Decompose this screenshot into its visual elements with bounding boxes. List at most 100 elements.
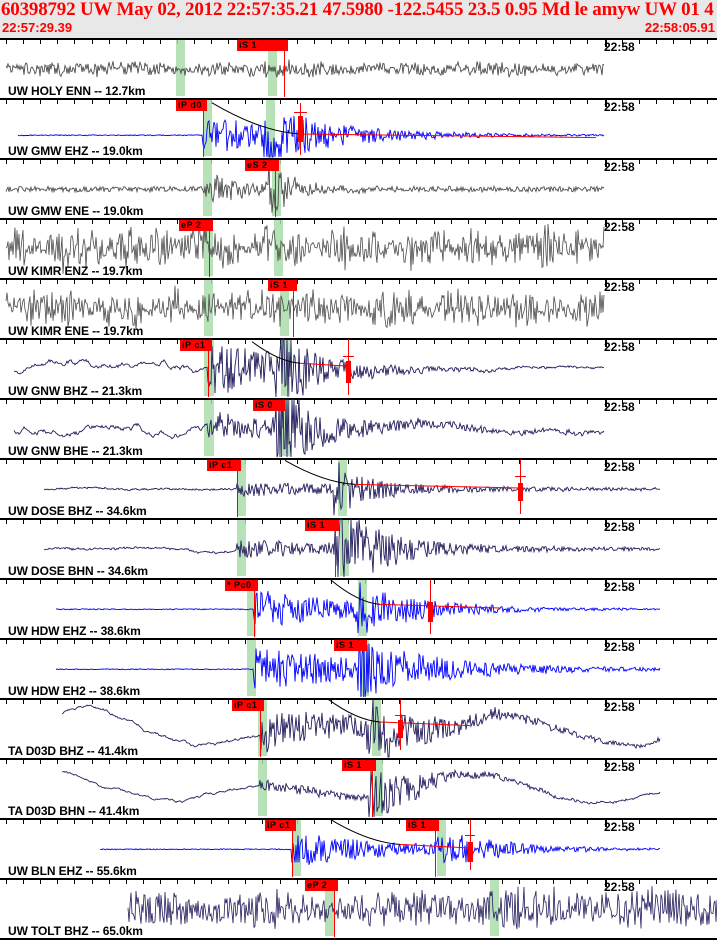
phase-pick-line[interactable] <box>293 280 294 337</box>
axis-tick-minor <box>707 40 708 44</box>
phase-pick-line[interactable] <box>254 580 255 637</box>
axis-tick-minor <box>228 160 229 164</box>
trace-label[interactable]: UW KIMR ENZ -- 19.7km <box>8 264 143 278</box>
phase-pick-line[interactable] <box>209 220 210 277</box>
trace-label[interactable]: UW GNW BHE -- 21.3km <box>8 444 143 458</box>
amplitude-marker-bar[interactable] <box>298 116 303 142</box>
trace-label[interactable]: UW GMW ENE -- 19.0km <box>8 204 144 218</box>
trace-panel[interactable]: 22:58 iP c1 UW GNW BHZ -- 21.3km <box>0 338 717 398</box>
axis-tick-minor <box>622 340 623 344</box>
axis-tick-minor <box>639 880 640 884</box>
phase-pick-line[interactable] <box>281 400 282 457</box>
trace-panel[interactable]: 22:58 eP 2 UW KIMR ENZ -- 19.7km <box>0 218 717 278</box>
trace-label[interactable]: TA D03D BHZ -- 41.4km <box>8 744 138 758</box>
time-axis-ticks <box>0 458 717 467</box>
trace-label[interactable]: UW GNW BHZ -- 21.3km <box>8 384 143 398</box>
panel-top-rule <box>0 98 717 100</box>
phase-pick-line[interactable] <box>335 520 336 577</box>
axis-tick-minor <box>280 700 281 704</box>
phase-pick-line[interactable] <box>260 700 261 757</box>
axis-tick-minor <box>23 220 24 224</box>
phase-pick-label[interactable]: iS 1 <box>268 280 297 291</box>
phase-pick-line[interactable] <box>363 640 364 697</box>
phase-pick-line[interactable] <box>237 460 238 517</box>
trace-label[interactable]: UW GMW EHZ -- 19.0km <box>8 144 143 158</box>
axis-tick-minor <box>399 40 400 44</box>
phase-pick-label[interactable]: iS 1 <box>342 760 376 771</box>
phase-pick-label[interactable]: eP 2 <box>305 880 338 891</box>
trace-panel[interactable]: 22:58 iS 1 UW DOSE BHN -- 34.6km <box>0 518 717 578</box>
amplitude-marker-bar[interactable] <box>428 602 433 622</box>
trace-panel[interactable]: 22:58 iP c1 iS 1 UW BLN EHZ -- 55.6km <box>0 818 717 878</box>
trace-label[interactable]: UW HDW EH2 -- 38.6km <box>8 684 141 698</box>
trace-label[interactable]: UW HOLY ENN -- 12.7km <box>8 84 146 98</box>
trace-panel[interactable]: 22:58 eS 2 UW GMW ENE -- 19.0km <box>0 158 717 218</box>
phase-pick-label[interactable]: iS 1 <box>237 40 288 51</box>
axis-tick-minor <box>553 820 554 824</box>
phase-pick-label[interactable]: iS 1 <box>406 820 439 831</box>
panel-top-rule <box>0 218 717 220</box>
axis-tick-minor <box>382 880 383 884</box>
trace-panel[interactable]: 22:58 iS 0 UW GNW BHE -- 21.3km <box>0 398 717 458</box>
trace-panel[interactable]: 22:58 iP d0 UW GMW EHZ -- 19.0km <box>0 98 717 158</box>
amplitude-marker-bar[interactable] <box>346 360 351 383</box>
phase-pick-label[interactable]: iP c1 <box>207 460 241 471</box>
axis-tick-minor <box>57 820 58 824</box>
axis-tick-minor <box>280 100 281 104</box>
axis-tick-minor <box>468 700 469 704</box>
trace-label[interactable]: UW DOSE BHZ -- 34.6km <box>8 504 147 518</box>
axis-tick-minor <box>297 880 298 884</box>
phase-pick-line[interactable] <box>275 160 276 217</box>
axis-tick-minor <box>536 880 537 884</box>
axis-tick-minor <box>92 460 93 464</box>
trace-panel[interactable]: 22:58 iP c1 UW DOSE BHZ -- 34.6km <box>0 458 717 518</box>
axis-tick-minor <box>74 460 75 464</box>
trace-panel[interactable]: 22:58 iS 1 UW HOLY ENN -- 12.7km <box>0 38 717 98</box>
trace-panel-stack[interactable]: 22:58 iS 1 UW HOLY ENN -- 12.7km 22:58 iP d0… <box>0 38 717 940</box>
trace-label[interactable]: UW DOSE BHN -- 34.6km <box>8 564 148 578</box>
trace-label[interactable]: TA D03D BHN -- 41.4km <box>8 804 140 818</box>
trace-label[interactable]: UW TOLT BHZ -- 65.0km <box>8 924 143 938</box>
phase-pick-line[interactable] <box>372 760 373 817</box>
trace-label[interactable]: UW BLN EHZ -- 55.6km <box>8 864 137 878</box>
phase-pick-label[interactable]: iP d0 <box>176 100 207 111</box>
axis-tick-minor <box>143 760 144 764</box>
trace-panel[interactable]: 22:58 iP c1 TA D03D BHZ -- 41.4km <box>0 698 717 758</box>
axis-tick-minor <box>228 700 229 704</box>
axis-tick-minor <box>40 280 41 284</box>
axis-tick-minor <box>416 700 417 704</box>
trace-panel[interactable]: 22:58 eP 2 UW TOLT BHZ -- 65.0km <box>0 878 717 938</box>
phase-pick-label[interactable]: iS 1 <box>334 640 367 651</box>
phase-pick-line[interactable] <box>292 820 293 877</box>
phase-pick-label[interactable]: iP c1 <box>232 700 264 711</box>
phase-pick-line[interactable] <box>284 40 285 97</box>
phase-pick-label[interactable]: eS 2 <box>245 160 279 171</box>
phase-pick-label[interactable]: * Pc0 <box>225 580 258 591</box>
axis-tick-minor <box>570 700 571 704</box>
phase-pick-label[interactable]: iP c1 <box>265 820 296 831</box>
axis-tick-minor <box>211 700 212 704</box>
trace-panel[interactable]: 22:58 iS 1 UW KIMR ENE -- 19.7km <box>0 278 717 338</box>
panel-top-rule <box>0 338 717 340</box>
phase-pick-line[interactable] <box>208 340 209 397</box>
trace-panel[interactable]: 22:58 * Pc0 UW HDW EHZ -- 38.6km <box>0 578 717 638</box>
axis-tick-minor <box>245 280 246 284</box>
panel-top-rule <box>0 878 717 880</box>
phase-highlight-band <box>258 760 267 816</box>
axis-tick-minor <box>23 340 24 344</box>
axis-tick-minor <box>536 100 537 104</box>
phase-pick-label[interactable]: eP 2 <box>179 220 213 231</box>
phase-pick-line[interactable] <box>435 820 436 877</box>
amplitude-marker-bar[interactable] <box>468 842 473 862</box>
trace-panel[interactable]: 22:58 iS 1 UW HDW EH2 -- 38.6km <box>0 638 717 698</box>
phase-pick-line[interactable] <box>203 100 204 157</box>
trace-panel[interactable]: 22:58 iS 1 TA D03D BHN -- 41.4km <box>0 758 717 818</box>
amplitude-marker-bar[interactable] <box>398 719 403 738</box>
phase-pick-line[interactable] <box>334 880 335 937</box>
phase-pick-label[interactable]: iS 0 <box>253 400 285 411</box>
trace-label[interactable]: UW KIMR ENE -- 19.7km <box>8 324 144 338</box>
phase-pick-label[interactable]: iS 1 <box>305 520 339 531</box>
amplitude-marker-bar[interactable] <box>518 483 523 502</box>
trace-label[interactable]: UW HDW EHZ -- 38.6km <box>8 624 141 638</box>
phase-pick-label[interactable]: iP c1 <box>180 340 212 351</box>
